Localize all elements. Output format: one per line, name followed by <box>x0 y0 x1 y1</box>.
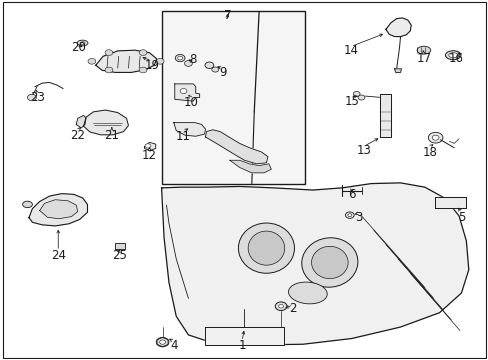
Bar <box>161 12 305 184</box>
Text: 14: 14 <box>343 44 358 57</box>
Polygon shape <box>385 18 410 37</box>
Text: 3: 3 <box>355 211 362 224</box>
Circle shape <box>159 340 165 344</box>
Polygon shape <box>173 123 205 136</box>
Circle shape <box>184 60 192 66</box>
Polygon shape <box>161 183 468 345</box>
Text: 20: 20 <box>71 41 86 54</box>
Text: 17: 17 <box>416 51 430 64</box>
Ellipse shape <box>247 231 284 265</box>
Polygon shape <box>40 200 78 219</box>
Circle shape <box>431 135 438 140</box>
Polygon shape <box>205 327 283 345</box>
Text: 16: 16 <box>448 51 463 64</box>
Text: 23: 23 <box>30 91 44 104</box>
Circle shape <box>145 144 151 148</box>
Circle shape <box>357 95 364 100</box>
Circle shape <box>211 67 218 72</box>
Polygon shape <box>205 130 267 164</box>
Text: 15: 15 <box>344 95 359 108</box>
Text: 5: 5 <box>457 211 464 224</box>
Polygon shape <box>379 94 390 137</box>
Circle shape <box>105 67 113 73</box>
Ellipse shape <box>238 223 294 273</box>
Polygon shape <box>157 337 168 347</box>
Circle shape <box>156 58 163 64</box>
Ellipse shape <box>301 238 357 287</box>
Polygon shape <box>394 69 401 72</box>
Circle shape <box>160 340 164 344</box>
Text: 2: 2 <box>289 302 296 315</box>
Polygon shape <box>115 243 125 249</box>
Ellipse shape <box>288 282 326 304</box>
Text: 22: 22 <box>70 129 85 142</box>
Circle shape <box>347 214 351 217</box>
Polygon shape <box>434 197 466 208</box>
Text: 19: 19 <box>144 59 159 72</box>
Text: 21: 21 <box>104 129 119 142</box>
Circle shape <box>88 58 96 64</box>
Polygon shape <box>96 50 157 72</box>
Circle shape <box>275 302 286 311</box>
Polygon shape <box>76 116 86 128</box>
Circle shape <box>139 67 147 73</box>
Text: 12: 12 <box>142 149 157 162</box>
Ellipse shape <box>80 42 85 44</box>
Circle shape <box>427 132 442 143</box>
Circle shape <box>139 50 147 55</box>
Text: 18: 18 <box>422 145 436 158</box>
Ellipse shape <box>448 53 457 58</box>
Polygon shape <box>174 84 199 101</box>
Circle shape <box>180 89 186 94</box>
Circle shape <box>156 337 168 347</box>
Circle shape <box>204 62 213 68</box>
Ellipse shape <box>22 201 32 208</box>
Text: 7: 7 <box>223 9 231 22</box>
Ellipse shape <box>445 51 460 60</box>
Ellipse shape <box>77 40 88 46</box>
Circle shape <box>27 94 36 101</box>
Circle shape <box>278 305 283 308</box>
Text: 1: 1 <box>238 339 245 352</box>
Circle shape <box>177 56 182 60</box>
Text: 24: 24 <box>51 249 65 262</box>
Text: 4: 4 <box>170 339 177 352</box>
Circle shape <box>175 54 184 62</box>
Ellipse shape <box>311 246 347 279</box>
Circle shape <box>105 50 113 55</box>
Ellipse shape <box>416 46 430 54</box>
Text: 13: 13 <box>356 144 371 157</box>
Polygon shape <box>144 142 156 150</box>
Text: 25: 25 <box>112 249 126 262</box>
Text: 10: 10 <box>183 96 198 109</box>
Circle shape <box>345 212 353 219</box>
Text: 6: 6 <box>347 188 355 201</box>
Text: 8: 8 <box>189 53 197 66</box>
Polygon shape <box>229 160 271 173</box>
Text: 9: 9 <box>218 66 226 79</box>
Text: 11: 11 <box>176 130 191 143</box>
Polygon shape <box>29 194 87 226</box>
Polygon shape <box>83 110 128 135</box>
Circle shape <box>352 91 359 96</box>
